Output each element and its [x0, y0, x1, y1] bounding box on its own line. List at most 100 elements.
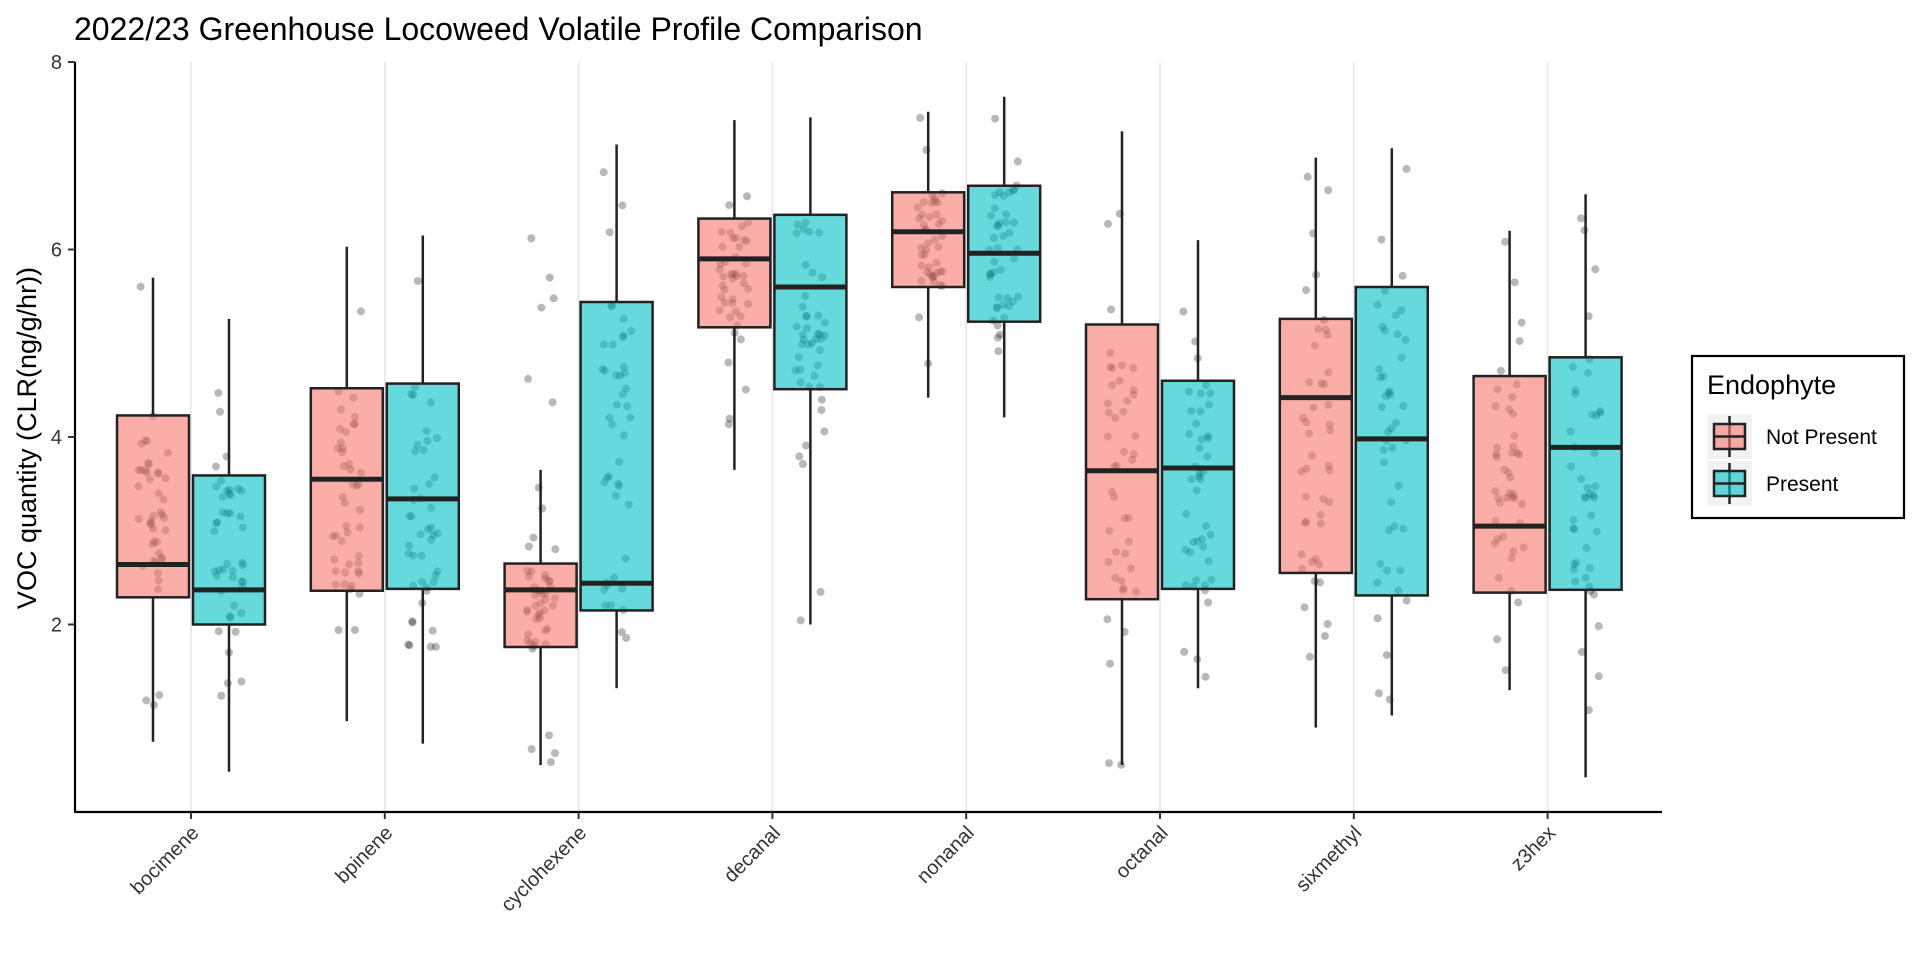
data-point: [136, 282, 145, 291]
box-z3hex-present: [1548, 194, 1623, 778]
data-point: [545, 731, 553, 740]
data-point: [214, 627, 223, 636]
outlier-point: [524, 374, 533, 383]
data-point: [993, 333, 1002, 342]
data-point: [724, 358, 733, 367]
data-point: [529, 533, 538, 542]
data-point: [816, 587, 825, 596]
data-point: [605, 228, 614, 237]
box-body: [1472, 374, 1547, 594]
data-point: [428, 626, 437, 635]
x-tick-label-octanal: octanal: [1111, 822, 1172, 883]
data-point: [743, 192, 751, 201]
data-point: [994, 347, 1003, 356]
data-point: [551, 749, 559, 758]
data-point: [350, 626, 359, 634]
box-bpinene-not-present: [309, 246, 385, 722]
grid: [190, 62, 1549, 812]
x-tick-label-nonanal: nonanal: [913, 822, 979, 888]
data-point: [996, 330, 1005, 339]
data-point: [617, 628, 626, 637]
box-body: [1160, 379, 1236, 591]
data-point: [1104, 219, 1112, 228]
data-point: [817, 395, 826, 404]
box-body: [503, 562, 578, 649]
data-point: [820, 427, 829, 436]
data-point: [622, 633, 631, 642]
box-body: [1084, 323, 1160, 601]
y-ticks: 2 4 6 8: [51, 52, 75, 637]
data-point: [155, 691, 164, 700]
data-point: [1496, 366, 1505, 375]
data-point: [1179, 307, 1188, 316]
box-body: [890, 191, 966, 289]
y-tick-label: 4: [51, 427, 62, 449]
data-point: [1105, 759, 1113, 768]
legend: Endophyte Not Present Present: [1690, 354, 1906, 520]
data-point: [725, 414, 734, 423]
y-tick-label: 2: [51, 615, 62, 637]
legend-title: Endophyte: [1707, 370, 1836, 400]
x-ticks: bocimene bpinene cyclohexene decanal nonanal…: [127, 812, 1560, 916]
data-point: [1591, 265, 1600, 274]
box-body: [385, 382, 461, 591]
data-point: [1303, 172, 1312, 181]
data-point: [1103, 615, 1112, 624]
data-point: [237, 677, 246, 686]
data-point: [741, 385, 750, 394]
data-point: [426, 642, 435, 651]
data-point: [1316, 578, 1324, 587]
box-sixmethyl-not-present: [1278, 157, 1354, 728]
data-point: [1594, 672, 1603, 681]
boxes: [115, 96, 1623, 778]
x-tick-label-z3hex: z3hex: [1507, 822, 1560, 875]
data-point: [796, 616, 805, 625]
legend-label: Present: [1766, 473, 1839, 496]
data-point: [1577, 647, 1586, 656]
data-point: [599, 168, 608, 177]
outlier-point: [545, 273, 554, 282]
box-nonanal-present: [966, 96, 1042, 418]
data-point: [1493, 635, 1502, 644]
data-point: [736, 335, 745, 344]
box-sixmethyl-present: [1354, 148, 1430, 716]
data-point: [405, 641, 414, 650]
data-point: [1300, 603, 1309, 612]
data-point: [1302, 286, 1311, 295]
data-point: [212, 462, 220, 471]
data-point: [1594, 622, 1603, 631]
data-point: [1377, 235, 1386, 244]
box-bocimene-present: [191, 318, 267, 772]
data-point: [1590, 590, 1598, 599]
data-point: [1382, 651, 1391, 660]
box-body: [1548, 356, 1623, 592]
data-point: [1374, 689, 1383, 698]
data-point: [1323, 620, 1332, 628]
data-point: [214, 388, 223, 397]
data-point: [1398, 271, 1407, 280]
outlier-point: [527, 234, 536, 243]
data-point: [408, 617, 417, 626]
data-point: [334, 626, 343, 634]
x-tick-label-bpinene: bpinene: [331, 822, 397, 888]
legend-item-present: Present: [1707, 461, 1839, 506]
data-point: [802, 441, 810, 450]
x-tick-label-bocimene: bocimene: [127, 822, 204, 899]
data-point: [1013, 157, 1022, 166]
data-point: [916, 113, 925, 122]
data-point: [798, 460, 807, 468]
data-point: [1517, 318, 1526, 327]
data-point: [216, 407, 224, 416]
data-point: [231, 627, 240, 636]
outlier-point: [537, 303, 546, 312]
data-point: [1204, 598, 1213, 607]
data-point: [795, 452, 804, 461]
box-bocimene-not-present: [115, 277, 191, 742]
data-point: [1320, 632, 1329, 640]
data-point: [1501, 237, 1510, 246]
box-bpinene-present: [385, 235, 461, 744]
box-body: [697, 217, 772, 329]
data-point: [527, 745, 536, 754]
box-z3hex-not-present: [1472, 230, 1547, 691]
